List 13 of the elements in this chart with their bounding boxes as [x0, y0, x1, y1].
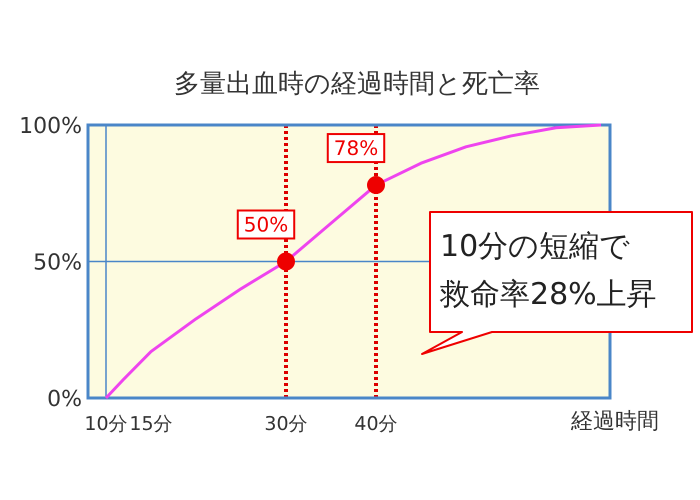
y-tick-label: 100% — [19, 114, 82, 139]
chart-title: 多量出血時の経過時間と死亡率 — [174, 69, 540, 99]
x-tick-label: 15分 — [129, 413, 173, 435]
x-axis-title: 経過時間 — [570, 409, 659, 434]
y-tick-label: 0% — [47, 387, 82, 412]
x-tick-label: 40分 — [354, 413, 398, 435]
data-label: 78% — [334, 136, 378, 160]
x-tick-label: 10分 — [84, 413, 128, 435]
y-tick-label: 50% — [33, 250, 82, 276]
annotation: 救命率28%上昇 — [439, 277, 657, 312]
x-tick-label: 30分 — [264, 413, 308, 435]
annotation: 10分の短縮で — [440, 229, 630, 264]
data-label: 50% — [244, 212, 288, 236]
